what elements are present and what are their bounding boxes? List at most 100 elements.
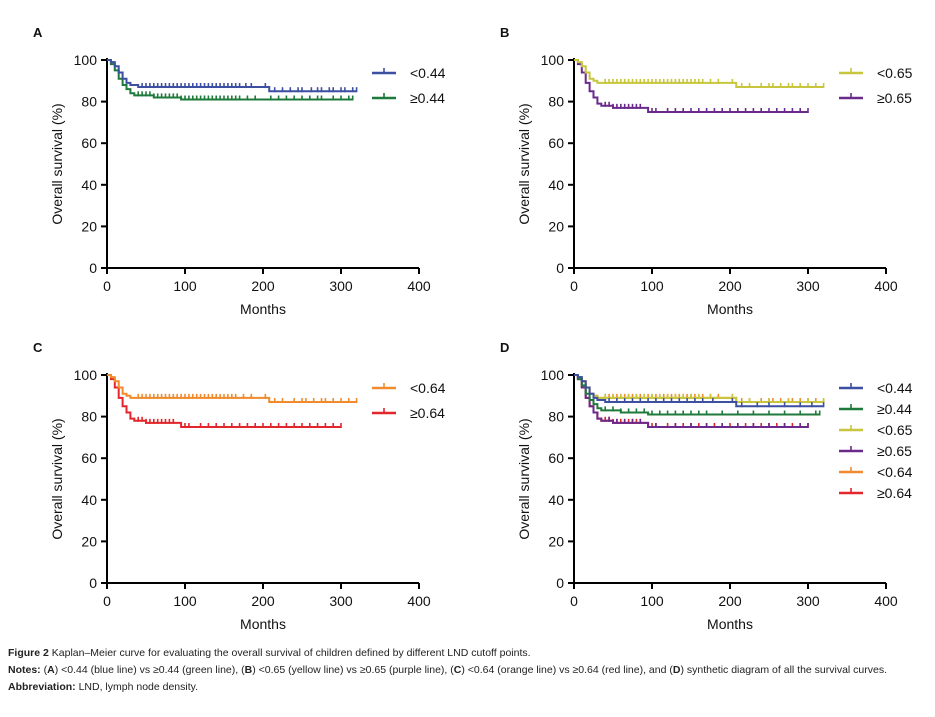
survival-curve <box>574 59 824 89</box>
figure-label: Figure 2 <box>8 647 49 659</box>
y-tick-label: 80 <box>548 409 564 425</box>
x-axis-label: Months <box>707 616 753 632</box>
survival-series <box>574 374 821 416</box>
figure-caption: Figure 2 Kaplan–Meier curve for evaluati… <box>8 645 928 696</box>
caption-title-line: Figure 2 Kaplan–Meier curve for evaluati… <box>8 645 928 662</box>
x-axis-label: Months <box>240 301 286 317</box>
y-tick-label: 0 <box>556 575 564 591</box>
panel-c: C 0 20 40 60 80 100 0 100 200 300 400 Months Overall… <box>0 315 467 632</box>
notes-panel-ref: C <box>453 664 462 676</box>
y-tick-label: 40 <box>81 177 97 193</box>
legend-label: <0.44 <box>410 65 446 81</box>
panel-letter: D <box>500 340 510 355</box>
y-tick-label: 80 <box>81 94 97 110</box>
x-tick-label: 400 <box>407 278 431 294</box>
panel-b: B 0 20 40 60 80 100 0 100 200 300 400 Months Overall… <box>467 0 934 317</box>
y-tick-label: 60 <box>81 135 97 151</box>
y-tick-label: 100 <box>541 367 565 383</box>
y-tick-label: 0 <box>89 575 97 591</box>
x-tick-label: 100 <box>640 278 664 294</box>
panel-letter: C <box>33 340 43 355</box>
caption-abbreviation: Abbreviation: LND, lymph node density. <box>8 679 928 696</box>
y-tick-label: 100 <box>74 367 98 383</box>
y-tick-label: 100 <box>541 52 565 68</box>
panel-letter: A <box>33 25 43 40</box>
y-axis-label: Overall survival (%) <box>49 418 65 539</box>
notes-text: ) <0.65 (yellow line) vs ≥0.65 (purple l… <box>252 664 454 676</box>
x-tick-label: 100 <box>173 593 197 609</box>
legend-label: <0.65 <box>877 422 913 438</box>
x-tick-label: 300 <box>796 278 820 294</box>
notes-text: ) <0.64 (orange line) vs ≥0.64 (red line… <box>461 664 673 676</box>
x-axis-label: Months <box>240 616 286 632</box>
x-tick-label: 400 <box>874 593 898 609</box>
x-tick-label: 400 <box>874 278 898 294</box>
survival-series <box>574 374 825 408</box>
legend-label: ≥0.44 <box>410 90 445 106</box>
y-tick-label: 0 <box>89 260 97 276</box>
panel-letter: B <box>500 25 510 40</box>
x-tick-label: 200 <box>251 593 275 609</box>
y-axis-label: Overall survival (%) <box>516 103 532 224</box>
survival-series <box>107 59 354 101</box>
legend-label: <0.65 <box>877 65 913 81</box>
notes-panel-ref: D <box>672 664 681 676</box>
x-tick-label: 0 <box>570 278 578 294</box>
survival-series <box>107 374 358 404</box>
survival-curve <box>107 59 353 101</box>
notes-panel-ref: B <box>244 664 253 676</box>
legend-label: ≥0.65 <box>877 443 912 459</box>
notes-label: Notes: <box>8 664 41 676</box>
survival-curve <box>574 374 820 416</box>
y-tick-label: 40 <box>81 492 97 508</box>
x-tick-label: 0 <box>103 593 111 609</box>
x-tick-label: 0 <box>103 278 111 294</box>
y-tick-label: 20 <box>81 533 97 549</box>
legend-label: <0.64 <box>410 380 446 396</box>
survival-series <box>107 59 358 93</box>
y-tick-label: 60 <box>548 450 564 466</box>
km-chart-c: 0 20 40 60 80 100 0 100 200 300 400 Months Overall s… <box>49 367 446 632</box>
panel-a: A 0 20 40 60 80 100 0 100 200 300 400 Months Overall… <box>0 0 467 317</box>
survival-series <box>574 59 825 89</box>
caption-notes: Notes: (A) <0.44 (blue line) vs ≥0.44 (g… <box>8 662 928 679</box>
legend-label: ≥0.64 <box>877 485 912 501</box>
y-tick-label: 20 <box>548 533 564 549</box>
y-tick-label: 60 <box>81 450 97 466</box>
figure-title: Kaplan–Meier curve for evaluating the ov… <box>48 647 531 659</box>
notes-text: ( <box>40 664 48 676</box>
survival-curve <box>107 374 357 404</box>
notes-panel-ref: A <box>47 664 55 676</box>
y-tick-label: 20 <box>548 218 564 234</box>
y-tick-label: 20 <box>81 218 97 234</box>
x-tick-label: 200 <box>251 278 275 294</box>
x-tick-label: 100 <box>173 278 197 294</box>
x-tick-label: 300 <box>329 278 353 294</box>
abbreviation-text: LND, lymph node density. <box>75 681 199 693</box>
x-tick-label: 200 <box>718 593 742 609</box>
y-tick-label: 40 <box>548 492 564 508</box>
y-tick-label: 60 <box>548 135 564 151</box>
x-tick-label: 100 <box>640 593 664 609</box>
y-axis-label: Overall survival (%) <box>49 103 65 224</box>
abbreviation-label: Abbreviation: <box>8 681 76 693</box>
x-axis-label: Months <box>707 301 753 317</box>
legend-label: <0.64 <box>877 464 913 480</box>
y-tick-label: 80 <box>548 94 564 110</box>
y-tick-label: 100 <box>74 52 98 68</box>
y-tick-label: 0 <box>556 260 564 276</box>
legend-label: ≥0.64 <box>410 405 445 421</box>
km-chart-d: 0 20 40 60 80 100 0 100 200 300 400 Months Overall s… <box>516 367 913 632</box>
notes-text: ) <0.44 (blue line) vs ≥0.44 (green line… <box>54 664 245 676</box>
x-tick-label: 200 <box>718 278 742 294</box>
km-chart-b: 0 20 40 60 80 100 0 100 200 300 400 Months Overall s… <box>516 52 913 317</box>
x-tick-label: 300 <box>796 593 820 609</box>
survival-series <box>574 374 825 404</box>
legend-label: ≥0.65 <box>877 90 912 106</box>
km-chart-a: 0 20 40 60 80 100 0 100 200 300 400 Months Overall s… <box>49 52 446 317</box>
y-tick-label: 40 <box>548 177 564 193</box>
legend-label: <0.44 <box>877 380 913 396</box>
x-tick-label: 300 <box>329 593 353 609</box>
notes-text: ) synthetic diagram of all the survival … <box>680 664 888 676</box>
legend-label: ≥0.44 <box>877 401 912 417</box>
